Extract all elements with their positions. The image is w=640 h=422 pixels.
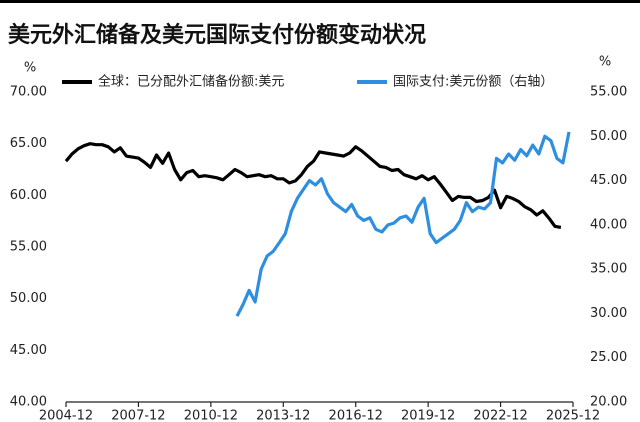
x-tick-label: 2007-12 xyxy=(111,409,165,422)
y2-tick-label: 55.00 xyxy=(590,85,627,100)
y2-tick-label: 30.00 xyxy=(590,306,627,321)
y-tick-label: 40.00 xyxy=(10,395,47,410)
y-tick-label: 50.00 xyxy=(10,291,47,306)
x-tick-label: 2025-12 xyxy=(546,409,600,422)
y-tick-label: 60.00 xyxy=(10,188,47,203)
x-tick-label: 2010-12 xyxy=(184,409,238,422)
x-tick-label: 2013-12 xyxy=(256,409,310,422)
y-tick-label: 45.00 xyxy=(10,343,47,358)
series-line xyxy=(64,142,562,229)
y2-tick-label: 45.00 xyxy=(590,173,627,188)
y-tick-label: 55.00 xyxy=(10,240,47,255)
series-line xyxy=(235,131,571,317)
y2-tick-label: 35.00 xyxy=(590,262,627,277)
x-tick-label: 2004-12 xyxy=(39,409,93,422)
chart-title: 美元外汇储备及美元国际支付份额变动状况 xyxy=(8,22,426,48)
y2-tick-label: 20.00 xyxy=(590,395,627,410)
x-tick-label: 2016-12 xyxy=(329,409,383,422)
y-tick-label: 70.00 xyxy=(10,85,47,100)
x-tick-label: 2019-12 xyxy=(401,409,455,422)
y2-tick-label: 25.00 xyxy=(590,350,627,365)
legend-label: 全球：已分配外汇储备份额:美元 xyxy=(98,74,284,90)
y2-tick-label: 40.00 xyxy=(590,217,627,232)
y2-axis-unit: % xyxy=(599,55,611,70)
x-tick-label: 2022-12 xyxy=(473,409,527,422)
y2-tick-label: 50.00 xyxy=(590,129,627,144)
legend-label: 国际支付:美元份额（右轴） xyxy=(393,75,553,90)
y-axis-unit: % xyxy=(24,61,36,76)
top-rule xyxy=(0,0,640,3)
y-tick-label: 65.00 xyxy=(10,136,47,151)
